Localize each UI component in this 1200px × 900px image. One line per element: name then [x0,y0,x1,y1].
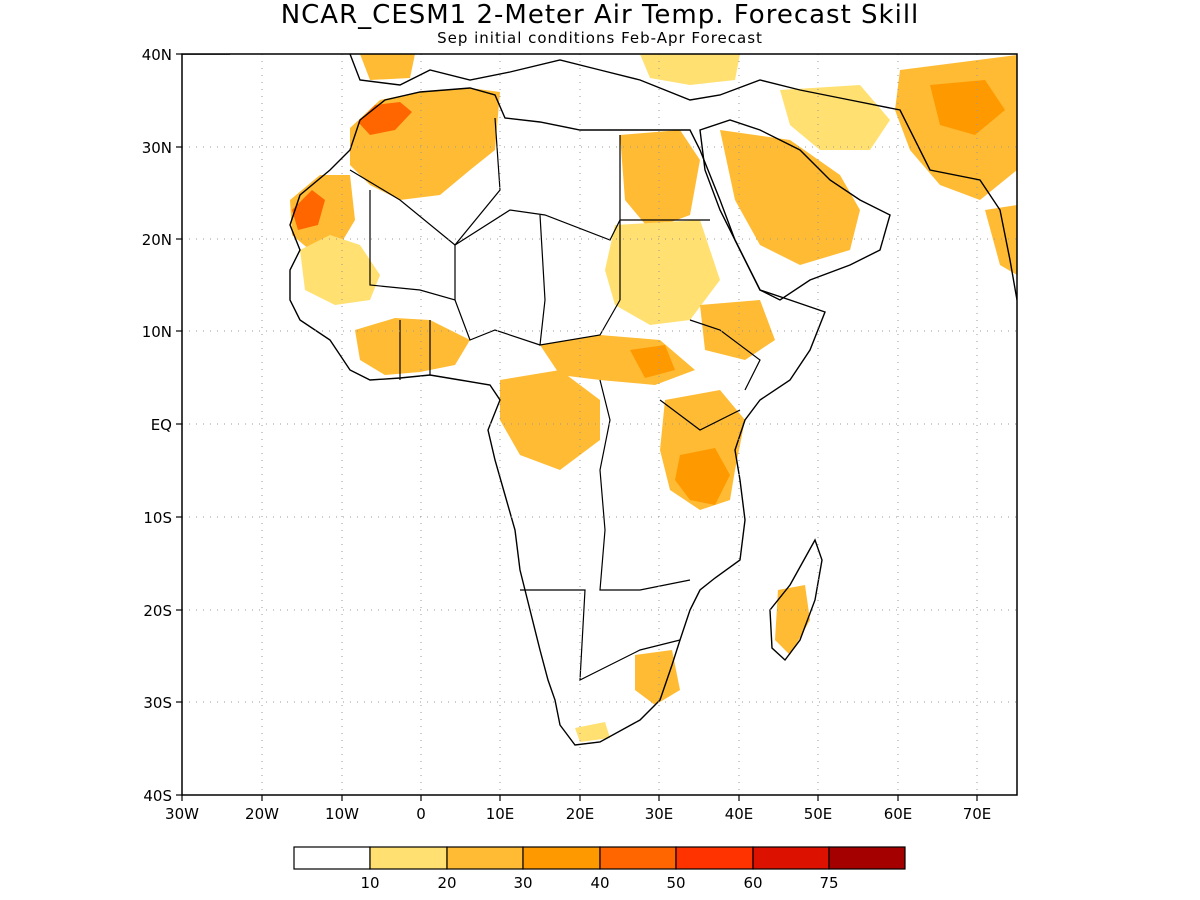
map-content [182,54,1017,795]
lat-label: 20S [143,602,172,620]
skill-region-arabia-light [780,85,890,150]
colorbar [293,846,906,870]
skill-region-south-africa-south [575,722,610,742]
colorbar-box [752,846,830,870]
colorbar-label: 30 [513,874,532,892]
skill-region-sudan [605,220,720,325]
colorbar-box [293,846,371,870]
skill-region-south-sudan-core [630,345,675,378]
colorbar-box [828,846,906,870]
colorbar-label: 60 [743,874,762,892]
skill-region-congo [500,370,600,470]
skill-shading [290,54,1017,742]
lon-label: 20W [245,805,279,823]
colorbar-box [599,846,677,870]
lat-label: 10S [143,509,172,527]
colorbar-label: 75 [819,874,838,892]
lon-label: 10E [486,805,515,823]
skill-region-egypt [620,130,700,230]
lat-label: 20N [142,231,172,249]
africa-coastline [289,87,826,746]
lon-label: 20E [566,805,595,823]
lon-label: 30W [165,805,199,823]
lon-labels: 30W 20W 10W 0 10E 20E 30E 40E 50E 60E 70… [165,805,991,823]
lon-label: 30E [645,805,674,823]
madagascar-coastline [769,538,823,662]
skill-region-west-africa [355,318,470,375]
lon-ticks [181,795,978,801]
lat-label: 10N [142,323,172,341]
lat-ticks [176,53,182,796]
colorbar-label: 20 [437,874,456,892]
lon-label: 60E [884,805,913,823]
skill-region-western-sahara [290,175,355,250]
skill-region-ethiopia [700,300,775,360]
lon-label: 70E [963,805,992,823]
colorbar-label: 40 [590,874,609,892]
colorbar-box [522,846,601,870]
colorbar-labels: 10 20 30 40 50 60 75 [360,874,838,892]
skill-region-tanzania-core [675,448,730,505]
skill-region-turkey [640,54,740,85]
skill-region-iran-core [930,80,1005,135]
skill-region-south-africa-east [635,650,680,705]
lat-labels: 40N 30N 20N 10N EQ 10S 20S 30S 40S [142,46,172,805]
colorbar-box [675,846,754,870]
colorbar-label: 50 [666,874,685,892]
colorbar-box [446,846,524,870]
skill-region-arabia [720,130,860,265]
map-subtitle: Sep initial conditions Feb-Apr Forecast [437,29,763,47]
lat-label: EQ [151,416,172,434]
lon-label: 10W [325,805,359,823]
lat-label: 40N [142,46,172,64]
skill-region-sahel-west [300,235,380,305]
country-borders [349,117,761,681]
skill-region-western-sahara-core [292,190,325,230]
lat-label: 30N [142,139,172,157]
lon-label: 50E [804,805,833,823]
skill-region-madagascar [775,585,810,655]
coastlines [182,54,1017,746]
colorbar-box [369,846,448,870]
map-title: NCAR_CESM1 2-Meter Air Temp. Forecast Sk… [280,0,920,30]
arabia-coastline [699,119,891,301]
lat-label: 30S [143,694,172,712]
lon-label: 0 [416,805,426,823]
skill-region-spain [360,54,415,80]
eurasia-coastline [182,54,1017,301]
colorbar-label: 10 [360,874,379,892]
lon-label: 40E [725,805,754,823]
lat-label: 40S [143,787,172,805]
